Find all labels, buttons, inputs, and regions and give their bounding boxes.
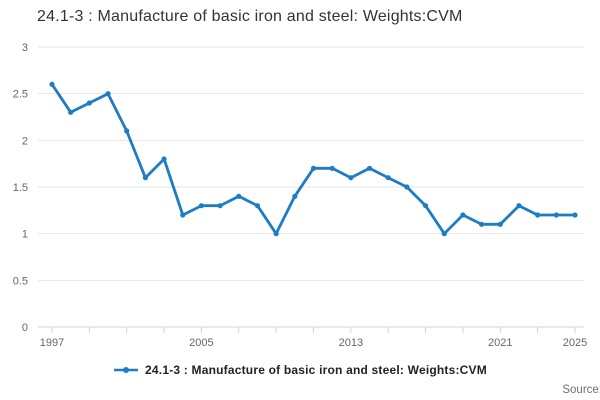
x-axis-tick-label: 1997: [40, 337, 64, 349]
data-point[interactable]: [68, 109, 74, 115]
data-point[interactable]: [535, 212, 541, 218]
x-axis-tick-label: 2025: [563, 337, 587, 349]
x-axis-tick-label: 2005: [189, 337, 213, 349]
data-point[interactable]: [292, 193, 298, 199]
data-point[interactable]: [516, 203, 522, 209]
y-axis-tick-label: 0: [22, 322, 28, 334]
data-point[interactable]: [366, 165, 373, 171]
data-point[interactable]: [310, 165, 317, 171]
data-point[interactable]: [180, 212, 186, 218]
data-point[interactable]: [273, 231, 279, 237]
data-point[interactable]: [124, 128, 130, 134]
line-chart-canvas: 0 0.5 1 1.5 2 2.5 3 1997 2005 2013 2021 2025: [13, 42, 588, 349]
legend-line-marker-icon: [114, 367, 139, 373]
data-point[interactable]: [236, 193, 242, 199]
data-point[interactable]: [198, 203, 205, 209]
y-axis-tick-label: 3: [22, 42, 28, 54]
data-point[interactable]: [86, 100, 92, 106]
data-point[interactable]: [404, 184, 410, 190]
legend-item-series-0[interactable]: 24.1-3 : Manufacture of basic iron and s…: [113, 363, 487, 377]
legend-series-label: 24.1-3 : Manufacture of basic iron and s…: [145, 363, 487, 377]
data-point[interactable]: [497, 221, 503, 227]
data-point[interactable]: [385, 175, 391, 181]
data-point[interactable]: [348, 175, 354, 181]
data-point[interactable]: [329, 165, 335, 171]
data-point[interactable]: [553, 212, 559, 218]
y-axis-tick-label: 2: [22, 135, 28, 147]
source-attribution: Source:: [562, 384, 600, 396]
data-point[interactable]: [460, 212, 466, 218]
y-axis-tick-label: 2.5: [13, 89, 28, 101]
x-axis-tick-label: 2013: [339, 337, 363, 349]
data-point[interactable]: [441, 231, 447, 237]
data-point[interactable]: [142, 175, 148, 181]
y-axis-tick-label: 1.5: [13, 182, 28, 194]
chart-legend: 24.1-3 : Manufacture of basic iron and s…: [0, 363, 600, 377]
data-point[interactable]: [161, 156, 167, 162]
data-point[interactable]: [217, 203, 223, 209]
data-point[interactable]: [479, 221, 485, 227]
data-point[interactable]: [49, 81, 55, 87]
chart-title: 24.1-3 : Manufacture of basic iron and s…: [37, 8, 463, 25]
y-axis-tick-label: 0.5: [13, 275, 28, 287]
x-axis-tick-label: 2021: [488, 337, 512, 349]
y-axis-tick-label: 1: [22, 229, 28, 241]
data-point[interactable]: [572, 212, 578, 218]
data-point[interactable]: [105, 91, 111, 97]
data-point[interactable]: [254, 203, 261, 209]
data-point[interactable]: [422, 203, 429, 209]
series-line: [50, 82, 577, 236]
